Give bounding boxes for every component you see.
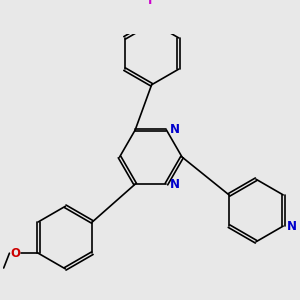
Text: N: N <box>286 220 296 232</box>
Text: O: O <box>10 247 20 260</box>
Text: F: F <box>148 0 156 7</box>
Text: N: N <box>170 123 180 136</box>
Text: N: N <box>170 178 180 191</box>
